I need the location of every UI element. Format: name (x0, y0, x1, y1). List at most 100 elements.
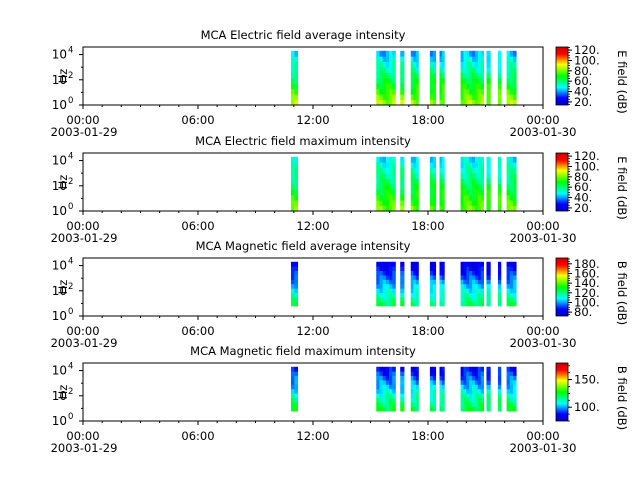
data-cell (486, 393, 491, 399)
data-cell (463, 189, 467, 196)
data-cell (463, 388, 467, 394)
data-cell (497, 83, 502, 90)
data-cell (472, 183, 476, 190)
data-cell (379, 173, 384, 179)
data-cell (439, 200, 443, 206)
data-cell (441, 189, 445, 196)
data-cell (413, 393, 417, 399)
data-cell (415, 266, 419, 272)
colorbar-tick-label: 100. (574, 295, 600, 309)
data-cell (469, 56, 473, 63)
data-cell (441, 292, 445, 298)
data-cell (429, 375, 434, 381)
data-cell (486, 88, 491, 95)
colorbar: 20.40.60.80.100.120. E field (dB) (555, 149, 629, 220)
data-cell (432, 167, 437, 174)
colorbar-label: E field (dB) (615, 50, 629, 114)
data-cell (466, 270, 470, 276)
data-cell (486, 72, 491, 79)
data-cell (429, 156, 434, 163)
data-cell (290, 72, 295, 79)
data-cell (512, 388, 517, 394)
data-cell (382, 156, 387, 163)
data-cell (413, 301, 417, 307)
data-cell (472, 72, 476, 79)
data-cell (290, 375, 295, 381)
data-cell (410, 380, 414, 385)
data-cell (392, 77, 396, 84)
data-cell (486, 189, 491, 196)
data-cell (385, 397, 390, 403)
data-cell (392, 402, 396, 407)
data-cell (506, 61, 511, 68)
data-cell (497, 156, 502, 163)
data-cell (509, 167, 514, 174)
data-cell (413, 200, 417, 206)
data-cell (463, 266, 467, 272)
data-cell (400, 67, 405, 73)
colorbar: 20.40.60.80.100.120. E field (dB) (555, 43, 629, 114)
data-cell (410, 94, 414, 100)
data-cell (392, 56, 396, 63)
data-cell (466, 67, 470, 73)
data-cell (460, 366, 464, 372)
data-cell (389, 292, 393, 298)
data-cell (429, 275, 434, 280)
data-cell (385, 200, 390, 206)
data-cell (460, 61, 464, 68)
data-cell (472, 402, 476, 407)
data-cell (290, 162, 295, 169)
data-cell (480, 388, 484, 394)
data-cell (410, 77, 414, 84)
data-cell (413, 371, 417, 377)
data-cell (382, 173, 387, 179)
data-cell (512, 261, 517, 267)
data-cell (376, 194, 380, 201)
data-cell (413, 297, 417, 302)
colorbar: 80.100.120.140.160.180. B field (dB) (555, 257, 629, 325)
data-cell (376, 406, 380, 412)
data-cell (294, 292, 299, 298)
data-cell (472, 397, 476, 403)
data-cell (486, 384, 491, 390)
data-cell (486, 301, 491, 307)
data-cell (512, 292, 517, 298)
data-cell (469, 384, 473, 390)
data-cell (290, 173, 295, 179)
data-cell (379, 178, 384, 185)
data-cell (480, 50, 484, 57)
data-cell (509, 283, 514, 289)
data-cell (400, 72, 405, 79)
data-cell (512, 366, 517, 372)
data-cell (410, 301, 414, 307)
spectrogram-data (290, 156, 517, 212)
data-cell (460, 77, 464, 84)
colorbar-gradient (555, 152, 569, 212)
data-cell (506, 99, 511, 106)
data-cell (382, 200, 387, 206)
data-cell (460, 375, 464, 381)
data-cell (441, 178, 445, 185)
data-cell (463, 173, 467, 179)
data-cell (379, 402, 384, 407)
data-cell (466, 83, 470, 90)
data-cell (486, 162, 491, 169)
data-cell (439, 283, 443, 289)
data-cell (385, 283, 390, 289)
data-cell (382, 366, 387, 372)
data-cell (410, 402, 414, 407)
data-cell (469, 167, 473, 174)
data-cell (379, 406, 384, 412)
data-cell (392, 292, 396, 298)
data-cell (472, 283, 476, 289)
data-cell (509, 288, 514, 294)
data-cell (379, 72, 384, 79)
data-cell (477, 393, 482, 399)
data-cell (466, 99, 470, 106)
data-cell (472, 61, 476, 68)
data-cell (385, 167, 390, 174)
data-cell (463, 50, 467, 57)
data-cell (463, 194, 467, 201)
data-cell (376, 279, 380, 285)
